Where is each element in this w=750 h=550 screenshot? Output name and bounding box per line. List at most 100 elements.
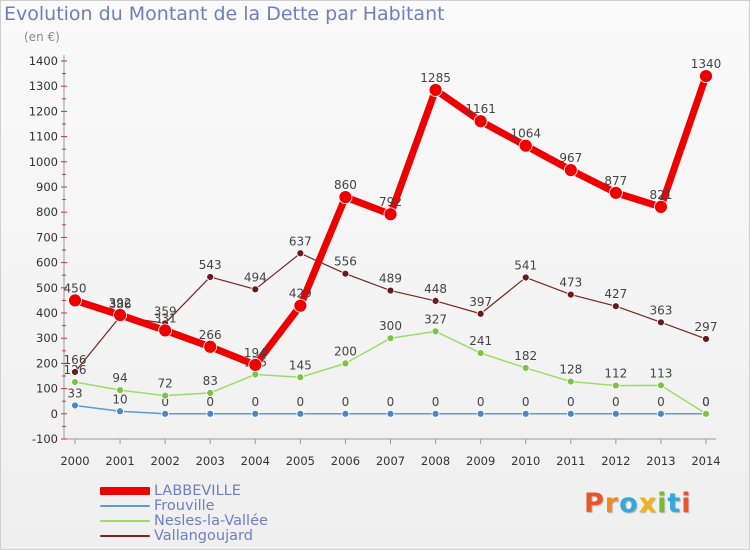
data-label-labbeville: 967 bbox=[559, 151, 582, 165]
data-point-vallangoujard bbox=[702, 335, 710, 343]
logo-letter: t bbox=[667, 488, 682, 519]
data-label-nesles-la-vallee: 241 bbox=[469, 334, 492, 348]
data-label-nesles-la-vallee: 94 bbox=[112, 371, 127, 385]
chart-title: Evolution du Montant de la Dette par Hab… bbox=[4, 3, 445, 25]
data-point-labbeville bbox=[158, 323, 173, 338]
data-point-labbeville bbox=[113, 308, 127, 322]
data-label-vallangoujard: 359 bbox=[154, 304, 177, 318]
data-label-frouville: 0 bbox=[432, 395, 440, 409]
data-label-frouville: 0 bbox=[297, 395, 305, 409]
data-point-frouville bbox=[341, 409, 350, 418]
logo-letter: P bbox=[584, 488, 605, 519]
data-label-labbeville: 821 bbox=[649, 188, 672, 202]
data-point-nesles-la-vallee bbox=[566, 377, 575, 386]
data-label-vallangoujard: 427 bbox=[604, 287, 627, 301]
data-label-labbeville: 392 bbox=[109, 296, 132, 310]
data-point-frouville bbox=[431, 409, 440, 418]
data-label-frouville: 0 bbox=[251, 395, 259, 409]
data-point-vallangoujard bbox=[206, 273, 215, 281]
data-point-vallangoujard bbox=[296, 249, 305, 258]
data-label-frouville: 0 bbox=[567, 395, 575, 409]
y-tick-label: 1200 bbox=[29, 104, 58, 118]
legend-label: Frouville bbox=[154, 498, 215, 514]
data-label-frouville: 0 bbox=[206, 395, 214, 409]
x-tick-label: 2007 bbox=[376, 454, 405, 468]
data-label-labbeville: 266 bbox=[199, 328, 222, 342]
data-point-labbeville bbox=[563, 163, 578, 178]
logo-letter: r bbox=[604, 488, 620, 519]
data-label-labbeville: 331 bbox=[154, 311, 177, 325]
data-label-labbeville: 1285 bbox=[420, 71, 451, 85]
x-tick-label: 2014 bbox=[691, 454, 720, 468]
data-point-frouville bbox=[566, 409, 575, 418]
proxiti-logo: Proxiti bbox=[584, 488, 692, 519]
data-label-nesles-la-vallee: 327 bbox=[424, 312, 447, 326]
y-tick-label: 1400 bbox=[29, 54, 58, 68]
y-tick-label: 500 bbox=[36, 281, 58, 295]
data-label-vallangoujard: 541 bbox=[514, 258, 537, 272]
data-label-vallangoujard: 543 bbox=[199, 258, 222, 272]
data-label-labbeville: 792 bbox=[379, 195, 402, 209]
data-label-frouville: 0 bbox=[612, 395, 620, 409]
data-point-labbeville bbox=[654, 200, 668, 214]
data-point-frouville bbox=[611, 409, 620, 418]
data-point-vallangoujard bbox=[71, 368, 79, 376]
legend-swatch bbox=[100, 535, 150, 537]
data-point-nesles-la-vallee bbox=[251, 370, 260, 379]
x-tick-label: 2005 bbox=[286, 454, 315, 468]
data-point-labbeville bbox=[68, 293, 82, 308]
data-label-nesles-la-vallee: 300 bbox=[379, 319, 402, 333]
data-label-frouville: 10 bbox=[112, 392, 127, 406]
data-point-nesles-la-vallee bbox=[657, 381, 665, 390]
y-tick-label: 100 bbox=[36, 382, 58, 396]
data-point-vallangoujard bbox=[566, 290, 575, 299]
data-label-vallangoujard: 363 bbox=[649, 303, 672, 317]
data-point-frouville bbox=[386, 409, 395, 418]
data-label-vallangoujard: 473 bbox=[559, 276, 582, 290]
data-point-vallangoujard bbox=[431, 297, 440, 305]
data-point-labbeville bbox=[203, 339, 218, 354]
data-point-labbeville bbox=[699, 69, 713, 84]
data-point-vallangoujard bbox=[521, 273, 530, 282]
data-label-frouville: 0 bbox=[387, 395, 395, 409]
data-label-vallangoujard: 637 bbox=[289, 234, 312, 248]
data-label-labbeville: 1340 bbox=[691, 57, 722, 71]
data-point-frouville bbox=[521, 409, 530, 418]
data-point-nesles-la-vallee bbox=[341, 359, 350, 368]
data-label-labbeville: 1064 bbox=[510, 127, 541, 141]
y-tick-label: 300 bbox=[36, 331, 58, 345]
y-tick-label: 1100 bbox=[29, 130, 58, 144]
data-label-labbeville: 429 bbox=[289, 287, 312, 301]
data-point-nesles-la-vallee bbox=[611, 381, 620, 390]
data-label-nesles-la-vallee: 182 bbox=[514, 349, 537, 363]
data-label-vallangoujard: 386 bbox=[109, 298, 132, 312]
data-point-frouville bbox=[161, 409, 170, 418]
x-tick-label: 2003 bbox=[196, 454, 225, 468]
data-label-nesles-la-vallee: 200 bbox=[334, 344, 357, 358]
data-point-vallangoujard bbox=[251, 285, 260, 294]
data-point-labbeville bbox=[293, 298, 308, 313]
y-tick-label: 900 bbox=[36, 180, 58, 194]
data-point-labbeville bbox=[338, 190, 353, 204]
data-label-labbeville: 860 bbox=[334, 178, 357, 192]
data-point-nesles-la-vallee bbox=[702, 409, 710, 418]
data-point-frouville bbox=[206, 409, 215, 418]
data-label-frouville: 0 bbox=[522, 395, 530, 409]
x-tick-label: 2002 bbox=[151, 454, 180, 468]
data-point-nesles-la-vallee bbox=[476, 349, 485, 357]
data-point-vallangoujard bbox=[476, 309, 485, 318]
legend-swatch bbox=[100, 520, 150, 522]
data-label-labbeville: 194 bbox=[244, 346, 267, 360]
y-tick-label: 1000 bbox=[29, 155, 58, 169]
data-point-frouville bbox=[116, 407, 124, 416]
legend-label: Vallangoujard bbox=[154, 528, 253, 544]
data-point-frouville bbox=[657, 409, 665, 418]
data-label-nesles-la-vallee: 113 bbox=[649, 366, 672, 380]
data-label-nesles-la-vallee: 128 bbox=[559, 363, 582, 377]
data-label-nesles-la-vallee: 145 bbox=[289, 358, 312, 372]
logo-letter: i bbox=[681, 488, 692, 519]
data-point-nesles-la-vallee bbox=[386, 334, 395, 343]
data-point-frouville bbox=[476, 409, 485, 418]
legend-label: LABBEVILLE bbox=[154, 483, 241, 499]
x-tick-label: 2011 bbox=[556, 454, 585, 468]
